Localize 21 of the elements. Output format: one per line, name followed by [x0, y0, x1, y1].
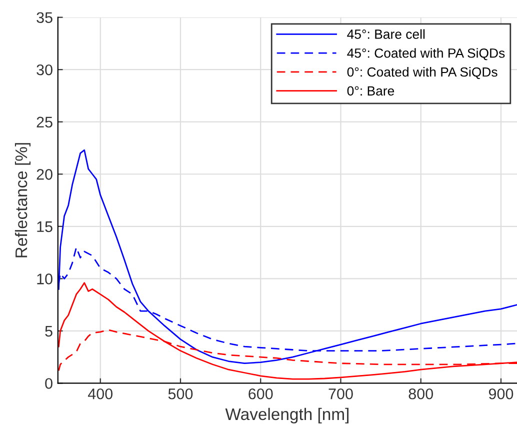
y-tick-label: 5: [45, 326, 52, 337]
legend-label: 45°: Coated with PA SiQDs: [347, 48, 505, 60]
y-tick-label: 10: [37, 274, 52, 284]
x-axis-title: Wavelength [nm]: [225, 408, 348, 424]
y-tick-label: 35: [36, 12, 52, 24]
legend-label: 0°: Coated with PA SiQDs: [347, 66, 498, 80]
x-tick-label: 600: [248, 388, 273, 400]
y-tick-label: 15: [37, 221, 52, 232]
legend-label: 45°: Bare cell: [347, 29, 425, 39]
line-series: [58, 149, 517, 364]
legend-label: 0°: Bare: [347, 86, 394, 96]
x-tick-label: 700: [328, 388, 353, 400]
y-tick-label: 20: [36, 168, 52, 180]
x-tick-label: 400: [88, 388, 113, 400]
x-tick-label: 800: [408, 388, 434, 400]
y-tick-label: 0: [45, 378, 52, 389]
y-tick-label: 25: [36, 116, 52, 128]
y-tick-label: 30: [36, 64, 52, 76]
x-tick-label: 500: [168, 388, 193, 400]
x-tick-label: 900: [488, 388, 514, 400]
y-axis-title: Reflectance [%]: [14, 143, 30, 258]
